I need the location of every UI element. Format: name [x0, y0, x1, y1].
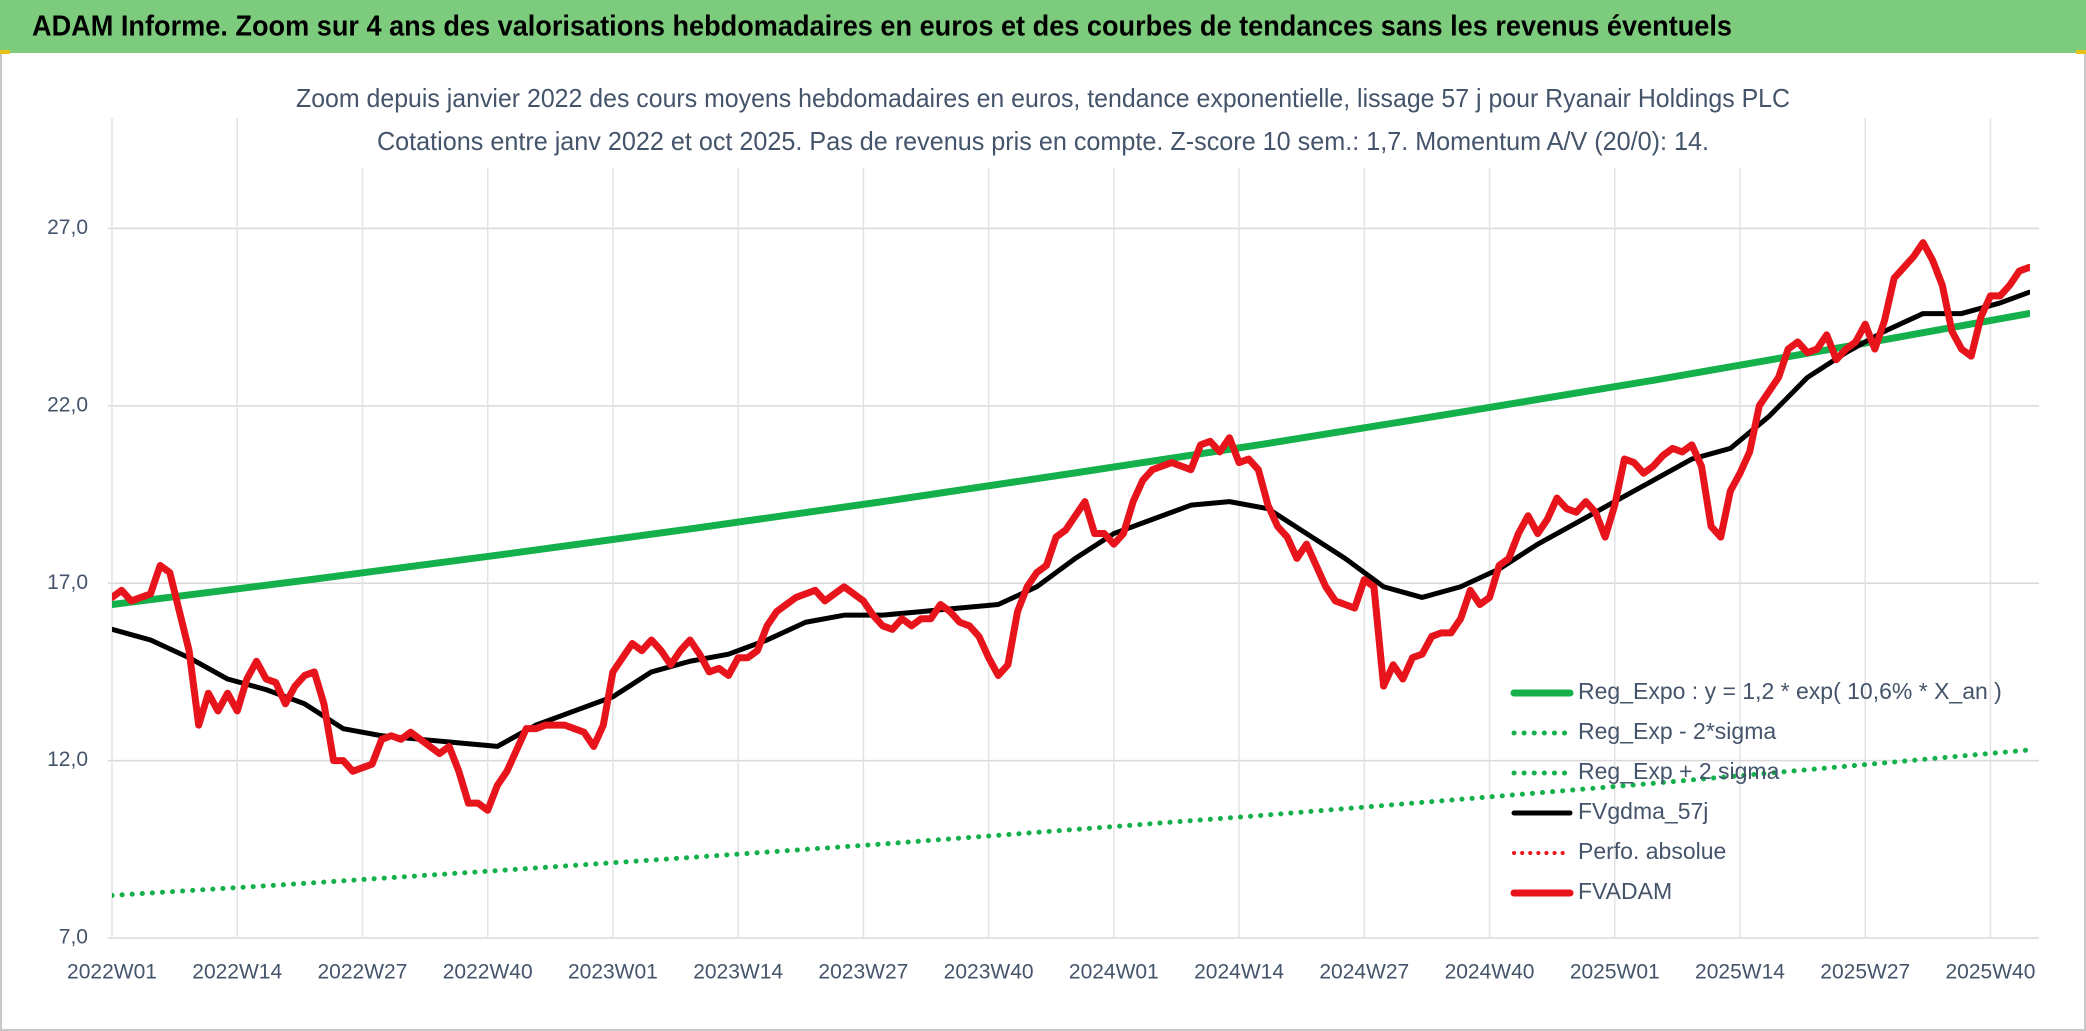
y-tick-label: 17,0	[47, 571, 88, 594]
y-tick-label: 7,0	[59, 926, 88, 949]
x-tick-label: 2022W14	[192, 961, 282, 984]
x-tick-label: 2025W27	[1820, 961, 1910, 984]
series-line	[112, 239, 2030, 814]
x-tick-label: 2023W40	[944, 961, 1034, 984]
legend-label: Perfo. absolue	[1578, 838, 1726, 864]
x-tick-label: 2025W01	[1570, 961, 1660, 984]
corner-accent	[2076, 50, 2086, 54]
x-tick-label: 2023W27	[818, 961, 908, 984]
legend-label: FVADAM	[1578, 878, 1672, 904]
series-line	[112, 747, 2030, 898]
plot-area	[112, 239, 2030, 898]
legend-label: Reg_Exp + 2 sigma	[1578, 758, 1780, 784]
x-tick-label: 2025W14	[1695, 961, 1785, 984]
subtitle: Cotations entre janv 2022 et oct 2025. P…	[377, 126, 1709, 156]
x-tick-label: 2023W01	[568, 961, 658, 984]
grid	[108, 118, 2039, 939]
x-tick-label: 2024W40	[1445, 961, 1535, 984]
legend: Reg_Expo : y = 1,2 * exp( 10,6% * X_an )…	[1510, 678, 2002, 904]
y-tick-label: 27,0	[47, 216, 88, 239]
x-tick-label: 2023W14	[693, 961, 783, 984]
axes: 7,0 12,0 17,0 22,0 27,0 2022W01 2022W14 2022W27…	[47, 216, 2035, 984]
x-tick-label: 2022W40	[443, 961, 533, 984]
y-tick-label: 22,0	[47, 393, 88, 416]
x-tick-label: 2024W27	[1319, 961, 1409, 984]
subtitle: Zoom depuis janvier 2022 des cours moyen…	[296, 83, 1790, 113]
legend-label: Reg_Exp - 2*sigma	[1578, 718, 1776, 744]
series-line	[112, 310, 2030, 608]
x-tick-label: 2022W01	[67, 961, 157, 984]
x-tick-label: 2024W14	[1194, 961, 1284, 984]
x-tick-label: 2024W01	[1069, 961, 1159, 984]
legend-label: FVgdma_57j	[1578, 798, 1708, 824]
legend-label: Reg_Expo : y = 1,2 * exp( 10,6% * X_an )	[1578, 678, 2002, 704]
corner-accent	[0, 50, 10, 54]
x-tick-label: 2025W40	[1946, 961, 2036, 984]
y-tick-label: 12,0	[47, 748, 88, 771]
x-tick-label: 2022W27	[318, 961, 408, 984]
subtitle-box	[283, 76, 1793, 168]
header-bar	[0, 0, 2086, 53]
series-line	[112, 289, 2030, 749]
chart-title: ADAM Informe. Zoom sur 4 ans des valoris…	[32, 11, 1732, 43]
